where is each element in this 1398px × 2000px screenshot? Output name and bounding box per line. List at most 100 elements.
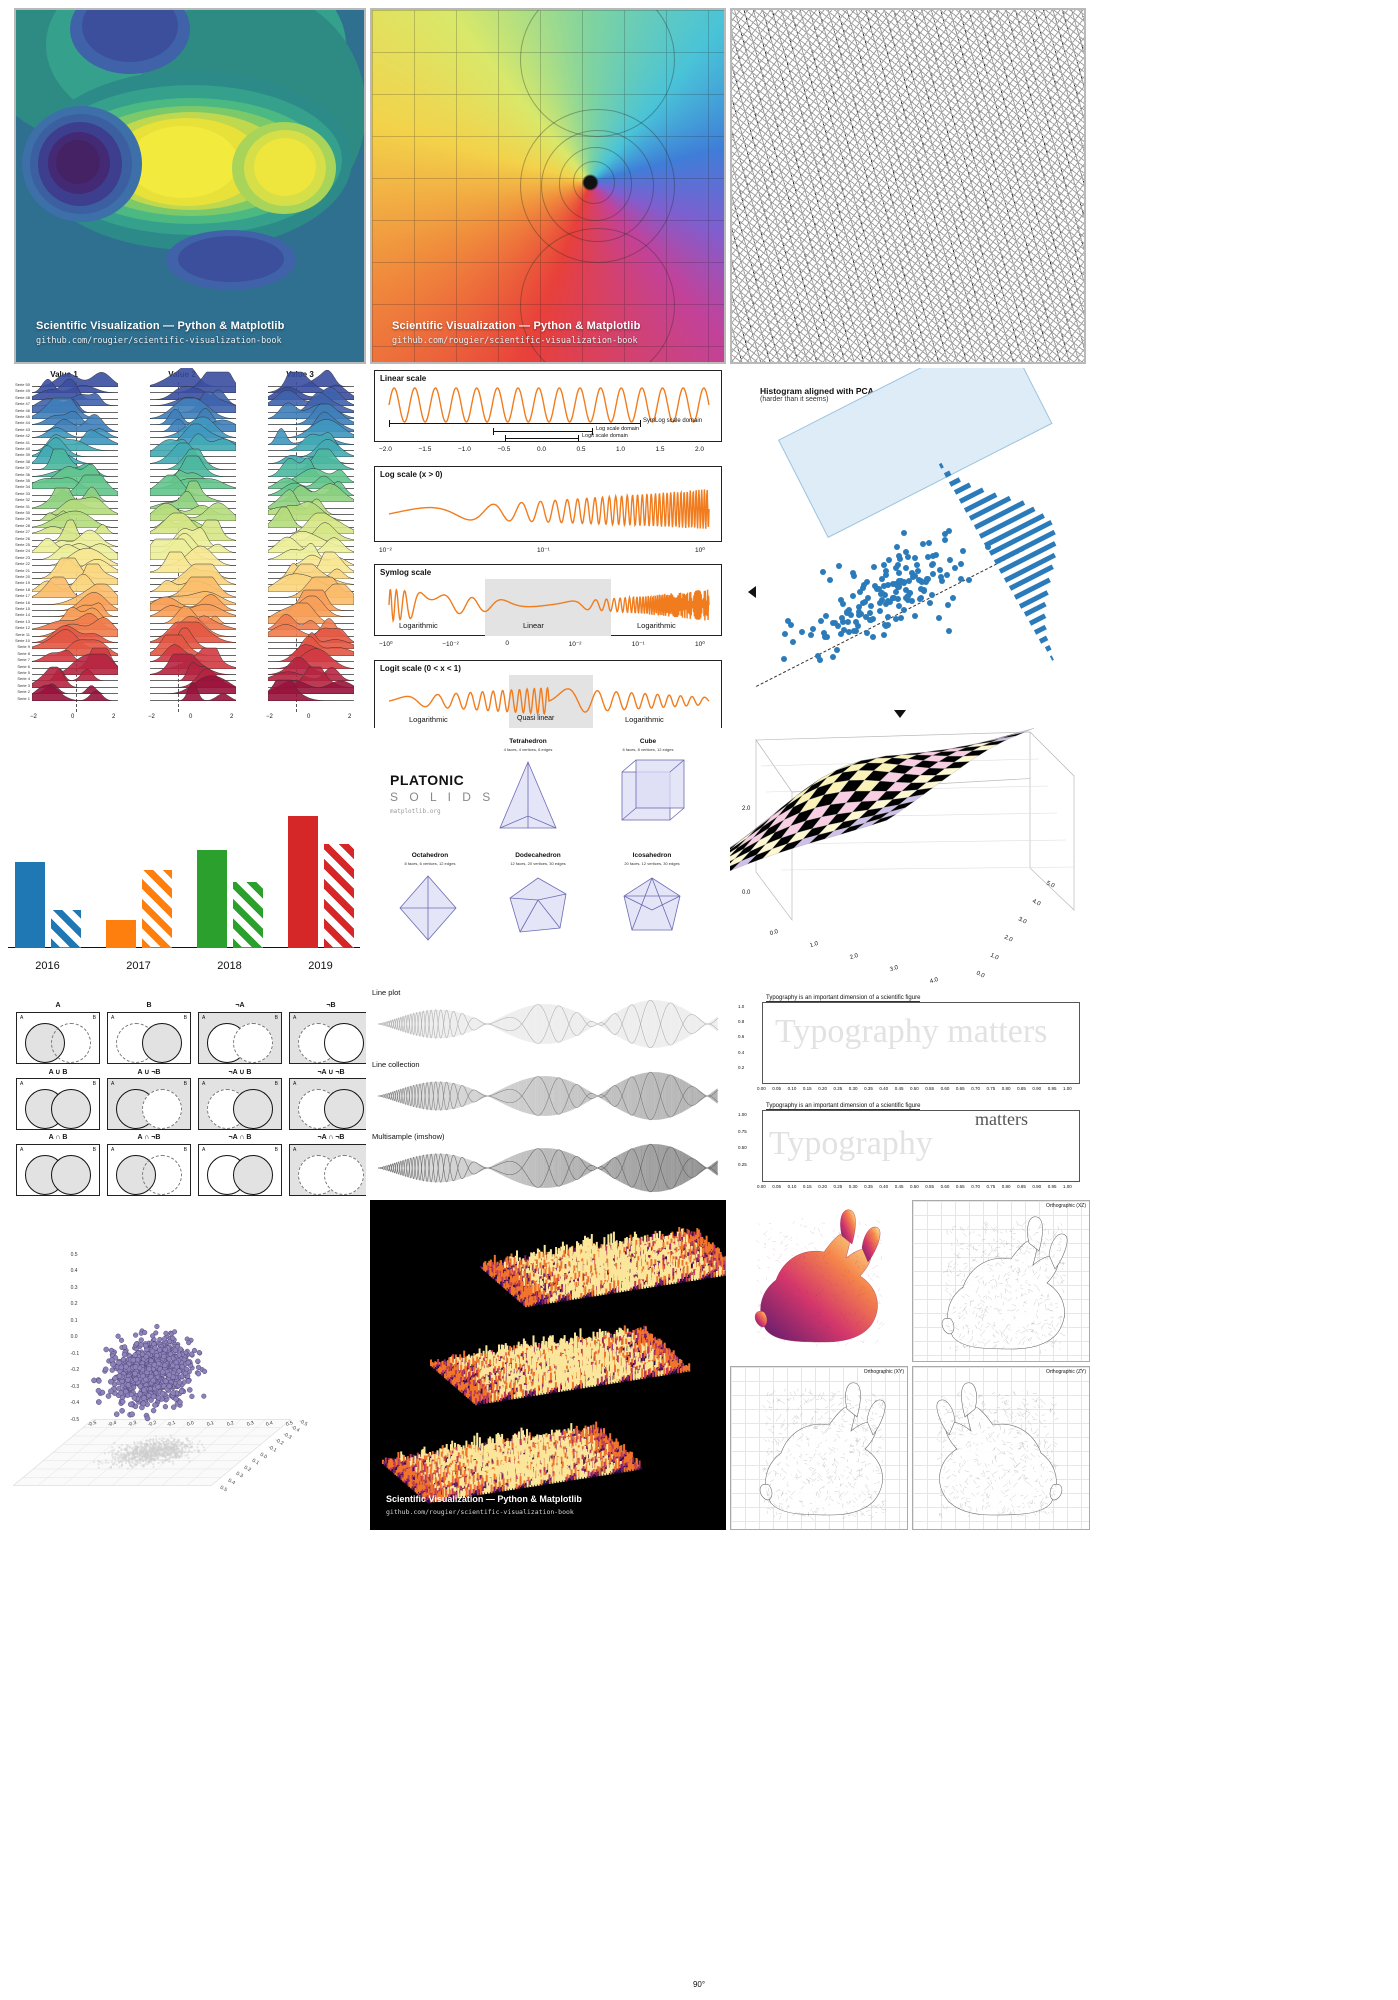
volcano-column [640, 1272, 643, 1280]
volcano-column [586, 1237, 589, 1253]
volcano-column [630, 1288, 633, 1291]
volcano-column [517, 1261, 519, 1272]
bar-hatched[interactable] [141, 870, 172, 948]
figure-3d-scatter[interactable]: 0.5 0.4 0.3 0.2 0.1 0.0 -0.1 -0.2 -0.3 -0.4 -0.5 -0… [2, 1200, 366, 1530]
volcano-column [693, 1237, 696, 1241]
bar-solid[interactable] [105, 920, 136, 948]
figure-axis-scales[interactable]: Linear scale SymLog scale domain Log sca… [370, 368, 726, 728]
panel-logit-scale[interactable]: Logit scale (0 < x < 1) Logarithmic Quas… [374, 660, 722, 728]
figure-platonic-solids[interactable]: PLATONIC S O L I D S matplotlib.org Tetr… [370, 732, 726, 986]
typography-axes-2[interactable]: Typography matters [762, 1109, 1080, 1182]
volcano-column [648, 1270, 650, 1287]
volcano-column [702, 1264, 705, 1269]
volcano-column [500, 1260, 502, 1272]
typography-xtick: 0.45 [894, 1184, 904, 1189]
volcano-column [630, 1341, 633, 1344]
volcano-column [680, 1228, 683, 1238]
figure-line-rendering[interactable]: Line plot Line collection Multisample (i… [370, 986, 726, 1200]
volcano-column [711, 1272, 714, 1277]
typography-xtick: 0.60 [940, 1184, 950, 1189]
volcano-column [541, 1257, 544, 1268]
volcano-column [578, 1339, 581, 1345]
venn-label-a: A [293, 1081, 297, 1087]
pca-scatter-point [808, 631, 815, 638]
venn-cell[interactable]: AB [289, 1144, 366, 1196]
bar-hatched[interactable] [232, 882, 263, 948]
volcano-column [564, 1273, 567, 1282]
venn-cell[interactable]: AB [289, 1012, 366, 1064]
figure-contour-cover[interactable]: Scientific Visualization — Python & Matp… [14, 8, 366, 364]
bar-solid[interactable] [14, 862, 45, 948]
volcano-column [547, 1254, 550, 1264]
volcano-column [622, 1257, 625, 1273]
volcano-column [713, 1252, 716, 1256]
volcano-column [660, 1265, 663, 1272]
typography-xtick: 0.95 [1047, 1184, 1057, 1189]
volcano-column [590, 1234, 593, 1251]
figure-maze-cover[interactable] [730, 8, 1086, 364]
volcano-column [623, 1325, 626, 1336]
volcano-column [662, 1258, 665, 1265]
volcano-column [568, 1339, 571, 1345]
volcano-column [656, 1276, 659, 1285]
volcano-column [638, 1247, 641, 1261]
panel-symlog-scale[interactable]: Symlog scale Logarithmic Linear Logarith… [374, 564, 722, 636]
scatter3d-point [141, 1395, 147, 1401]
volcano-column [524, 1340, 527, 1352]
volcano-column [688, 1278, 691, 1282]
volcano-column [543, 1349, 545, 1357]
volcano-column [673, 1259, 676, 1272]
figure-pca-histogram[interactable]: Histogram aligned with PCA main axis (ha… [738, 368, 1090, 728]
scatter3d-point [154, 1352, 160, 1359]
volcano-column [632, 1240, 635, 1256]
volcano-column [610, 1265, 613, 1277]
typography-axes-1[interactable]: Typography matters [762, 1002, 1080, 1084]
volcano-column [615, 1338, 617, 1345]
volcano-column [704, 1252, 707, 1259]
figure-3d-surface[interactable]: X axis Y axis Z axis 2.0 1.0 0.0 0.01.02… [730, 722, 1090, 986]
volcano-column [556, 1263, 559, 1272]
volcano-column [681, 1237, 684, 1242]
volcano-column [677, 1250, 680, 1261]
panel-log-scale[interactable]: Log scale (x > 0) [374, 466, 722, 542]
volcano-column [636, 1281, 639, 1285]
scatter3d-point [202, 1368, 208, 1374]
figure-hatched-bar-chart[interactable]: 2016 2017 2018 2019 [2, 732, 366, 986]
volcano-column [624, 1238, 627, 1252]
scatter3d-point [142, 1376, 149, 1383]
venn-circle-b [142, 1155, 182, 1195]
bar-solid[interactable] [287, 816, 318, 948]
volcano-column [643, 1245, 646, 1260]
scatter3d-xtick: 0.3 [245, 1419, 255, 1428]
volcano-column [691, 1236, 694, 1242]
figure-typography[interactable]: Typography matters Typography is an impo… [730, 986, 1090, 1200]
panel-linear-scale[interactable]: Linear scale SymLog scale domain Log sca… [374, 370, 722, 442]
volcano-column [695, 1253, 698, 1260]
venn-cell[interactable]: AB [289, 1078, 366, 1130]
volcano-column [649, 1254, 652, 1259]
bar-solid[interactable] [196, 850, 227, 948]
volcano-column [551, 1346, 554, 1355]
volcano-column [504, 1343, 507, 1355]
volcano-column [667, 1254, 669, 1266]
bar-hatched[interactable] [50, 910, 81, 948]
volcano-column [567, 1261, 570, 1271]
ridgeline-series-label: Serie 11 [15, 631, 30, 637]
volcano-column [679, 1231, 682, 1240]
bar-hatched[interactable] [323, 844, 354, 948]
figure-domain-coloring-cover[interactable]: Scientific Visualization — Python & Matp… [370, 8, 726, 364]
figure-volcano-heightmap[interactable]: Scientific Visualization — Python & Matp… [370, 1200, 726, 1530]
volcano-column [538, 1292, 541, 1299]
volcano-column [593, 1254, 596, 1262]
